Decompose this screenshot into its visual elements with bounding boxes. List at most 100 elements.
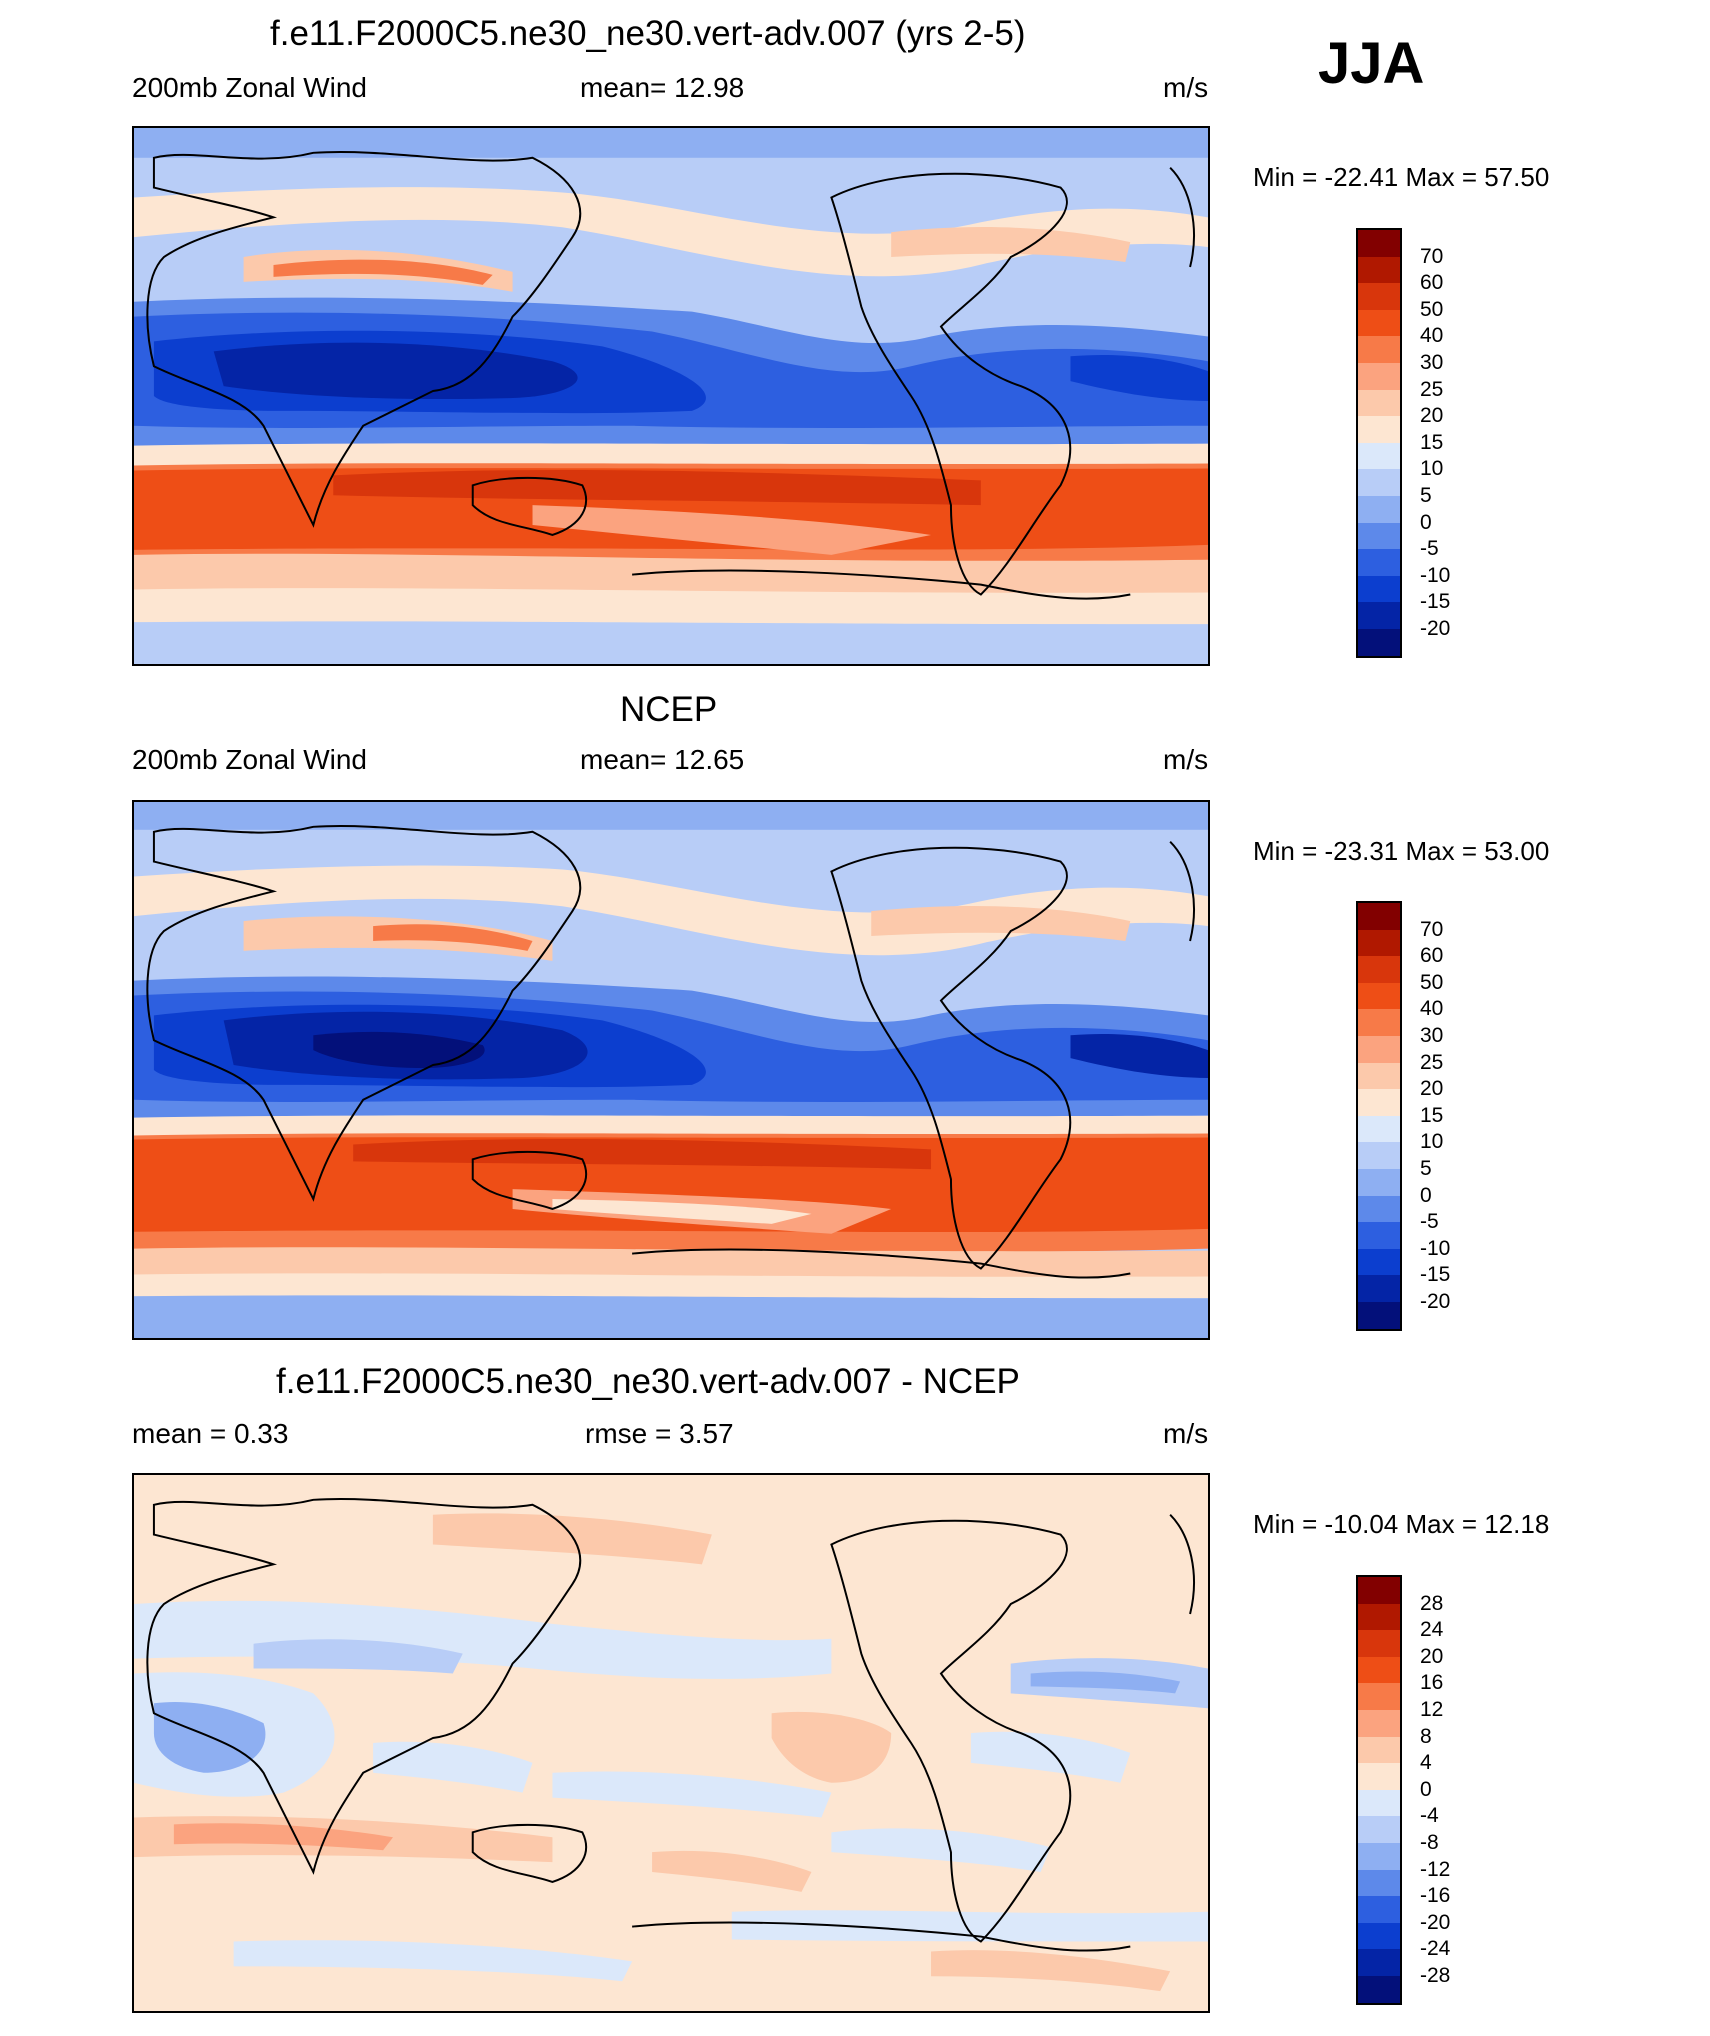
colorbar-swatch [1358,1896,1400,1923]
colorbar-tick-label: -12 [1420,1857,1451,1881]
colorbar-tick-label: 5 [1420,1157,1432,1180]
colorbar-swatch [1358,283,1400,310]
colorbar-tick-label: 0 [1420,1183,1432,1207]
colorbar-swatch [1358,1869,1400,1897]
panel-2-units-label: m/s [1163,744,1209,775]
band [233,1940,633,1982]
colorbar-swatch [1358,230,1400,257]
band [771,1711,892,1783]
band [173,1823,394,1851]
colorbar-tick-label: 0 [1420,510,1432,534]
colorbar-swatch [1358,1009,1400,1036]
colorbar-swatch [1358,1035,1400,1063]
band [373,924,533,951]
band [134,1273,1208,1299]
colorbar-tick-label: 30 [1420,1024,1444,1047]
band [134,128,1208,158]
panel-1-minmax: Min = -22.41 Max = 57.50 [1253,162,1550,192]
band [134,553,1208,595]
colorbar-swatch [1358,1709,1400,1737]
colorbar-tick-label: 50 [1420,970,1444,994]
panel-3-minmax: Min = -10.04 Max = 12.18 [1253,1509,1550,1539]
panel-3-map [132,1473,1210,2013]
colorbar-swatch [1358,956,1400,983]
panel-2-minmax: Min = -23.31 Max = 53.00 [1253,836,1550,866]
band [313,1031,485,1069]
colorbar-tick-label: -10 [1420,563,1451,587]
panel-3-contour-map [134,1475,1208,2011]
panel-2-field [134,802,1208,1338]
colorbar-tick-label: 20 [1420,1077,1444,1101]
colorbar-tick-label: -4 [1420,1804,1439,1828]
colorbar-tick-label: 40 [1420,997,1444,1021]
band [931,1950,1171,1992]
panel-2-variable-label: 200mb Zonal Wind [132,744,368,775]
colorbar-swatch [1358,1062,1400,1090]
colorbar-swatch [1358,336,1400,363]
panel-1-coastlines [146,151,1195,600]
colorbar-tick-label: 60 [1420,271,1444,295]
colorbar-swatch [1358,1763,1400,1790]
colorbar-tick-label: -15 [1420,1263,1451,1287]
band [731,1910,1208,1942]
panel-2-mean-label: mean= 12.65 [580,744,745,775]
panel-1-field [134,128,1208,664]
colorbar-swatch [1358,1656,1400,1684]
panel-1-variable-label: 200mb Zonal Wind [132,72,368,103]
colorbar-tick-label: 10 [1420,1130,1444,1154]
colorbar-swatch [1358,389,1400,417]
panel-1-mean-label: mean= 12.98 [580,72,745,103]
colorbar-swatch [1358,495,1400,523]
colorbar-swatch [1358,982,1400,1010]
panel-3-mean-label: mean = 0.33 [132,1418,289,1449]
colorbar-swatch [1358,903,1400,930]
colorbar-swatch [1358,1222,1400,1249]
colorbar-tick-label: -5 [1420,537,1439,561]
colorbar-tick-label: -20 [1420,1290,1451,1313]
colorbar-tick-label: 10 [1420,457,1444,481]
panel-3-title: f.e11.F2000C5.ne30_ne30.vert-adv.007 - N… [276,1362,1020,1401]
colorbar-tick-label: -24 [1420,1937,1451,1961]
band [652,1850,812,1892]
band [970,1731,1131,1783]
colorbar-tick-label: 25 [1420,377,1444,401]
colorbar-tick-label: 50 [1420,297,1444,321]
band [1070,1033,1208,1078]
panel-3-units-label: m/s [1163,1418,1209,1449]
band [532,505,932,555]
band [134,588,1208,625]
band [213,342,578,400]
panel-2-title: NCEP [620,690,718,729]
panel-3-coastlines [146,1498,1195,1952]
colorbar-tick-label: -16 [1420,1884,1451,1908]
band [134,802,1208,830]
colorbar-tick-label: 20 [1420,1644,1444,1668]
panel-3-field [134,1475,1208,2011]
colorbar-swatch [1358,1683,1400,1710]
colorbar-tick-label: 0 [1420,1777,1432,1801]
colorbar-swatch [1358,442,1400,470]
band [552,1199,812,1224]
colorbar-swatch [1358,1789,1400,1817]
band [134,1870,732,1912]
colorbar-tick-label: 20 [1420,404,1444,428]
colorbar-tick-label: 25 [1420,1050,1444,1074]
colorbar-tick-label: 12 [1420,1698,1444,1721]
colorbar-tick-label: -10 [1420,1236,1451,1260]
band [273,259,493,285]
season-label: JJA [1318,31,1425,96]
colorbar-swatch [1358,602,1400,629]
colorbar-swatch [1358,1168,1400,1196]
panel-1-title: f.e11.F2000C5.ne30_ne30.vert-adv.007 (yr… [270,14,1026,53]
colorbar-swatch [1358,1275,1400,1302]
panel-2-colorbar [1356,901,1402,1331]
panel-1-map [132,126,1210,666]
colorbar-swatch [1358,1975,1400,2003]
band [253,1639,463,1674]
panel-1-colorbar [1356,228,1402,658]
colorbar-swatch [1358,1922,1400,1950]
colorbar-tick-label: 30 [1420,351,1444,374]
colorbar-tick-label: 70 [1420,917,1444,941]
colorbar-tick-label: 4 [1420,1751,1432,1775]
colorbar-swatch [1358,1301,1400,1329]
